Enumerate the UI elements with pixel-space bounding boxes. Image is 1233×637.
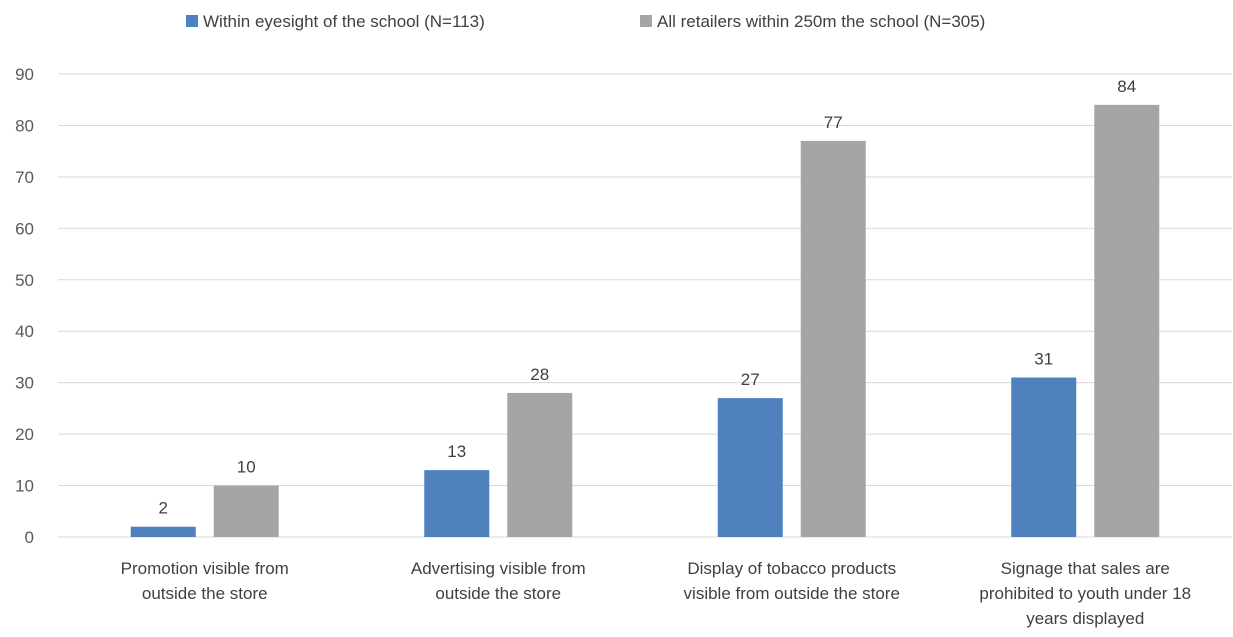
y-tick-label: 90 [15,65,34,84]
data-label: 13 [447,442,466,461]
category-label: Advertising visible from outside the stor… [411,559,586,603]
bar [130,526,196,537]
y-tick-label: 30 [15,374,34,393]
bar [717,398,783,537]
legend: Within eyesight of the school (N=113) All… [186,12,985,31]
data-label: 28 [530,365,549,384]
category-label-line: Signage that sales are [1001,559,1170,578]
data-label: 27 [741,370,760,389]
category-label-line: outside the store [142,584,268,603]
y-tick-label: 40 [15,322,34,341]
legend-swatch [640,15,652,27]
category-label: Signage that sales are prohibited to yout… [979,559,1191,628]
bar [213,485,279,537]
legend-label: Within eyesight of the school (N=113) [203,12,485,31]
data-labels: 2 10 13 28 27 77 31 84 [159,77,1137,518]
category-label-line: prohibited to youth under 18 [979,584,1191,603]
data-label: 2 [159,499,168,518]
y-tick-label: 80 [15,116,34,135]
bar [800,140,866,537]
bar [1094,104,1160,537]
data-label: 77 [824,113,843,132]
category-label-line: outside the store [435,584,561,603]
category-label-line: Advertising visible from [411,559,586,578]
legend-swatch [186,15,198,27]
data-label: 84 [1117,77,1136,96]
data-label: 31 [1034,350,1053,369]
category-label: Promotion visible from outside the store [121,559,289,603]
y-tick-label: 10 [15,477,34,496]
category-labels: Promotion visible from outside the storeA… [121,559,1191,628]
y-tick-label: 50 [15,271,34,290]
bar [507,392,573,537]
category-label-line: years displayed [1026,609,1144,628]
bars [130,104,1160,537]
y-tick-label: 70 [15,168,34,187]
y-tick-label: 60 [15,219,34,238]
y-tick-label: 20 [15,425,34,444]
y-axis-ticks: 0 10 20 30 40 50 60 70 80 90 [15,65,34,547]
category-label-line: Display of tobacco products [687,559,896,578]
data-label: 10 [237,458,256,477]
bar [1011,377,1077,537]
category-label: Display of tobacco products visible from … [684,559,900,603]
legend-label: All retailers within 250m the school (N=… [657,12,985,31]
category-label-line: visible from outside the store [684,584,900,603]
y-tick-label: 0 [25,528,34,547]
bar [424,470,490,537]
category-label-line: Promotion visible from [121,559,289,578]
